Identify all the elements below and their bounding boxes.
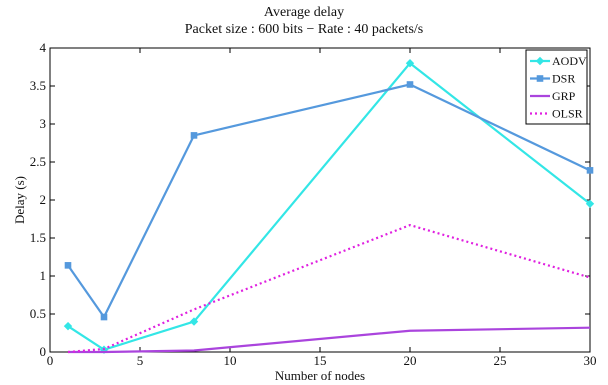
y-axis-label: Delay (s) — [12, 176, 27, 224]
data-point-aodv — [63, 321, 73, 331]
series-grp — [68, 326, 591, 354]
y-tick-label: 3 — [40, 116, 47, 131]
data-point-dsr — [586, 167, 594, 174]
series-line-grp — [68, 326, 591, 354]
plot-frame — [49, 47, 591, 353]
series-line-olsr — [67, 223, 591, 354]
series-line-dsr — [67, 83, 591, 319]
series-line-aodv — [67, 62, 591, 351]
data-point-dsr — [190, 132, 198, 139]
series-aodv — [63, 58, 595, 354]
data-point-dsr — [100, 313, 108, 321]
legend-label-grp: GRP — [552, 89, 576, 103]
y-tick-label: 4 — [40, 40, 47, 55]
legend: AODV DSR GRP OLSR — [525, 49, 588, 125]
data-point-aodv — [189, 317, 199, 326]
legend-label-dsr: DSR — [552, 72, 575, 86]
legend-marker-aodv — [535, 56, 545, 66]
data-point-dsr — [406, 81, 414, 88]
y-tick-label: 1 — [40, 268, 47, 283]
data-point-aodv — [585, 199, 595, 209]
data-point-aodv — [405, 58, 415, 68]
series-olsr — [67, 223, 591, 354]
y-tick-label: 1.5 — [30, 230, 46, 245]
y-tick-label: 2 — [40, 192, 47, 207]
x-tick-label: 10 — [224, 353, 237, 368]
y-tick-label: 2.5 — [30, 154, 46, 169]
series-dsr — [64, 81, 594, 321]
axes: 0 5 10 15 20 25 30 0 0.5 1 1.5 2 2.5 3 3.5 4 — [30, 40, 597, 368]
y-tick-label: 0 — [40, 344, 47, 359]
y-tick-label: 3.5 — [30, 78, 46, 93]
x-tick-label: 15 — [314, 353, 327, 368]
legend-box — [525, 49, 588, 125]
legend-label-aodv: AODV — [552, 54, 587, 68]
x-tick-label: 5 — [137, 353, 144, 368]
chart-title: Average delay — [263, 5, 345, 20]
legend-label-olsr: OLSR — [552, 107, 583, 121]
series-layer — [63, 58, 595, 354]
y-tick-label: 0.5 — [30, 306, 46, 321]
x-tick-label: 25 — [494, 353, 507, 368]
x-tick-label: 0 — [47, 353, 54, 368]
x-tick-label: 20 — [404, 353, 417, 368]
x-tick-label: 30 — [584, 353, 597, 368]
chart-subtitle: Packet size : 600 bits − Rate : 40 packe… — [184, 22, 424, 37]
legend-marker-dsr — [536, 75, 544, 82]
x-axis-label: Number of nodes — [275, 368, 365, 383]
data-point-dsr — [64, 262, 72, 269]
